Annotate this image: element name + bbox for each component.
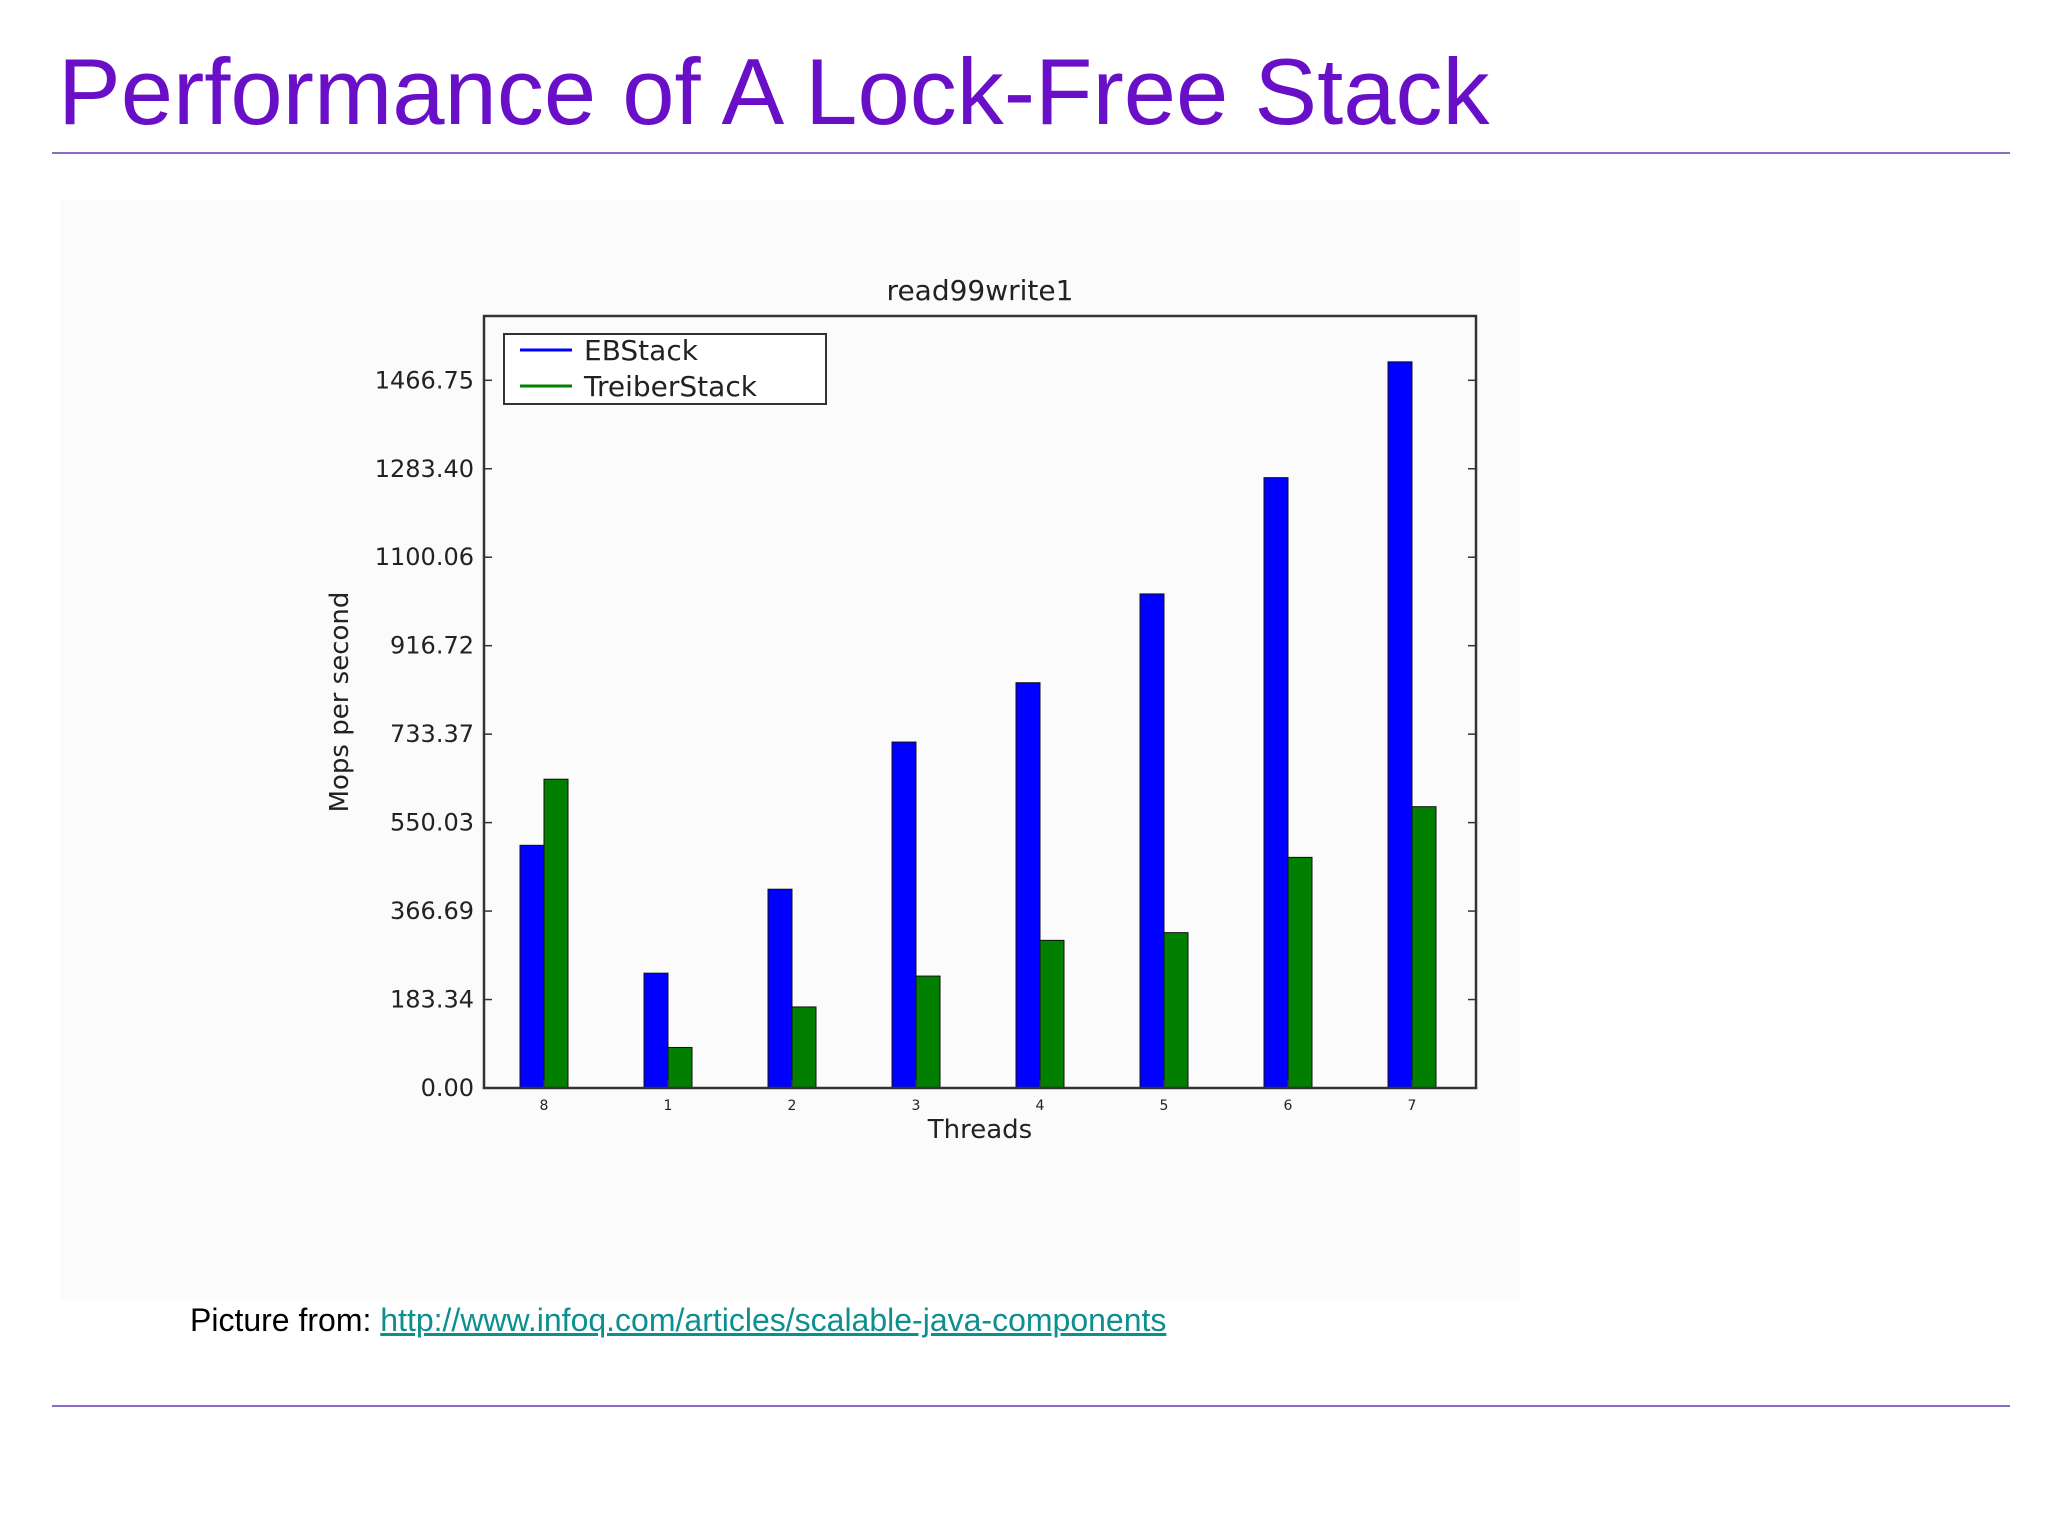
- legend: EBStack TreiberStack: [503, 333, 827, 405]
- caption-prefix: Picture from:: [190, 1302, 372, 1338]
- bar-treiberstack-1: [667, 1046, 693, 1089]
- x-axis-label: Threads: [927, 1115, 1032, 1145]
- x-tick-label: 6: [1284, 1098, 1293, 1114]
- bar-ebstack-3: [891, 741, 917, 1089]
- x-tick-label: 1: [664, 1098, 673, 1114]
- bar-treiberstack-6: [1287, 856, 1313, 1089]
- y-tick-label: 550.03: [390, 809, 474, 837]
- bar-chart: read99write1 0.00 183.34 366.69 550.03 733.3…: [325, 274, 1478, 1145]
- bar-ebstack-7: [1387, 361, 1413, 1089]
- bar-treiberstack-3: [915, 975, 941, 1089]
- bar-ebstack-8: [519, 844, 545, 1089]
- bar-treiberstack-7: [1411, 806, 1437, 1089]
- x-tick-label: 4: [1036, 1098, 1045, 1114]
- legend-box: [503, 333, 827, 405]
- y-tick-label: 0.00: [421, 1074, 474, 1102]
- legend-label-ebstack: EBStack: [584, 334, 699, 367]
- bar-ebstack-5: [1139, 593, 1165, 1089]
- y-tick-label: 1283.40: [375, 455, 474, 483]
- bars: [519, 361, 1437, 1089]
- picture-credit: Picture from: http://www.infoq.com/artic…: [190, 1302, 1166, 1339]
- y-tick-label: 366.69: [390, 897, 474, 925]
- source-link[interactable]: http://www.infoq.com/articles/scalable-j…: [380, 1302, 1167, 1338]
- y-tick-label: 1100.06: [375, 543, 474, 571]
- x-tick-label: 2: [788, 1098, 797, 1114]
- y-axis-label: Mops per second: [325, 592, 355, 813]
- chart-panel: read99write1 0.00 183.34 366.69 550.03 733.3…: [60, 200, 1520, 1300]
- y-tick-label: 183.34: [390, 986, 474, 1014]
- bar-ebstack-1: [643, 972, 669, 1089]
- bar-treiberstack-8: [543, 778, 569, 1089]
- footer-divider: [52, 1405, 2010, 1407]
- title-divider: [52, 152, 2010, 154]
- x-tick-label: 3: [912, 1098, 921, 1114]
- y-tick-label: 916.72: [390, 632, 474, 660]
- legend-label-treiberstack: TreiberStack: [583, 370, 758, 403]
- bar-treiberstack-4: [1039, 939, 1065, 1089]
- plot-frame: [482, 314, 1478, 1090]
- x-tick-label: 5: [1160, 1098, 1169, 1114]
- bar-ebstack-2: [767, 888, 793, 1089]
- bar-ebstack-4: [1015, 682, 1041, 1089]
- chart-title: read99write1: [887, 274, 1074, 307]
- x-axis-ticks: 8 1 2 3 4 5 6 7: [540, 1080, 1417, 1114]
- x-tick-label: 8: [540, 1098, 549, 1114]
- bar-ebstack-6: [1263, 477, 1289, 1089]
- slide-title: Performance of A Lock-Free Stack: [58, 39, 1490, 144]
- x-tick-label: 7: [1408, 1098, 1417, 1114]
- bar-treiberstack-5: [1163, 932, 1189, 1089]
- y-tick-label: 733.37: [390, 720, 474, 748]
- y-axis-ticks: 0.00 183.34 366.69 550.03 733.37 916.72 1100.0…: [375, 366, 1476, 1102]
- bar-treiberstack-2: [791, 1006, 817, 1089]
- y-tick-label: 1466.75: [375, 366, 474, 394]
